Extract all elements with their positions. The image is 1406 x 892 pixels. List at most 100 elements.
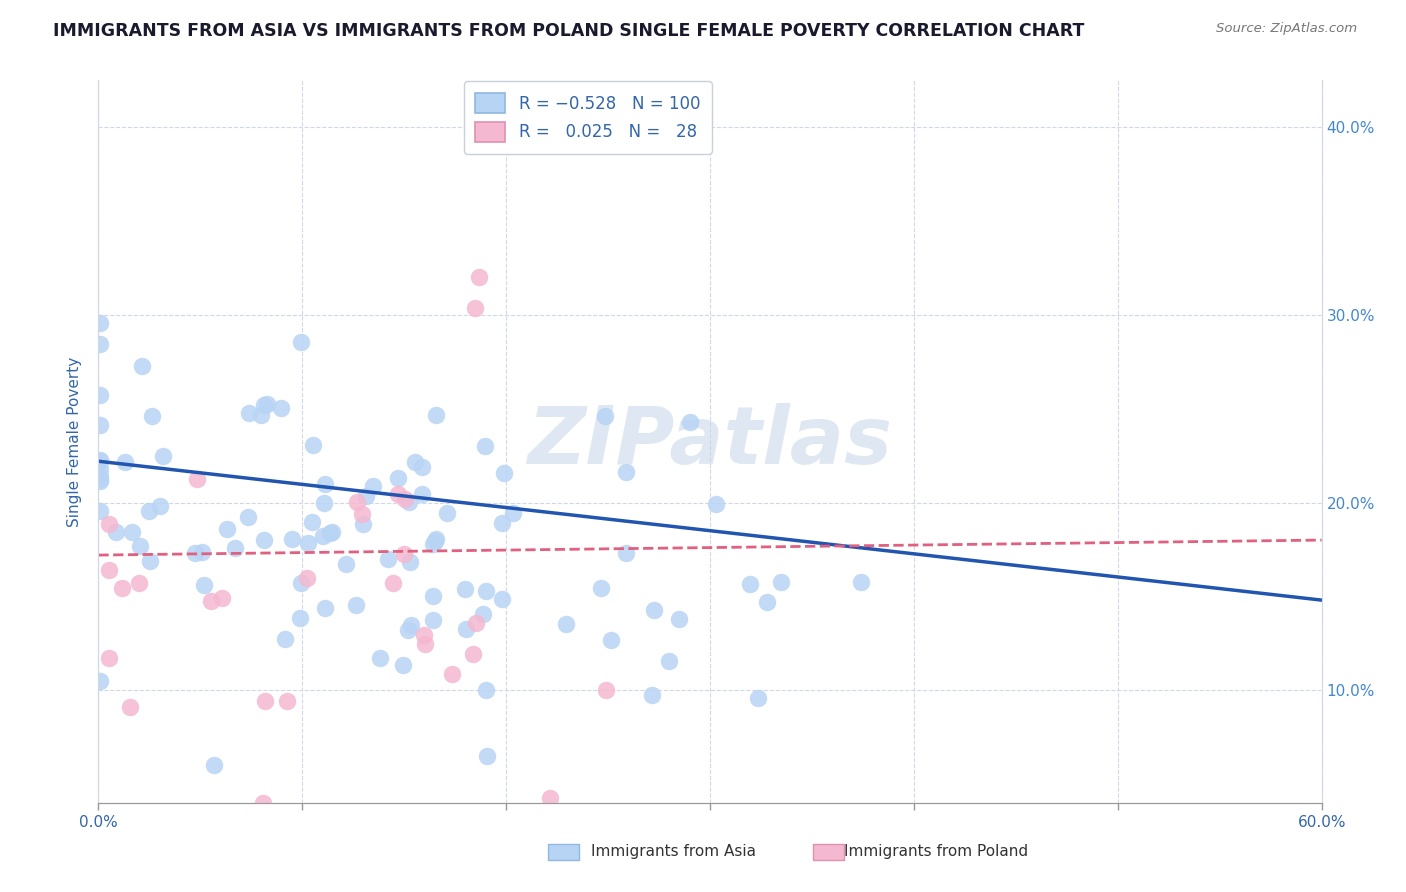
Point: [394, 491, 416, 506]
Point: [270, 401, 292, 415]
Point: [747, 691, 769, 706]
Point: [346, 494, 368, 508]
Point: [256, 397, 278, 411]
Point: [141, 409, 163, 424]
Point: [224, 541, 246, 555]
Point: [491, 516, 513, 531]
Point: [387, 487, 409, 501]
Point: [211, 591, 233, 606]
Point: [89, 418, 111, 433]
Point: [319, 526, 342, 541]
Point: [595, 683, 617, 698]
Point: [411, 487, 433, 501]
Point: [411, 459, 433, 474]
Text: Immigrants from Asia: Immigrants from Asia: [591, 845, 755, 859]
Point: [356, 489, 378, 503]
Point: [311, 529, 333, 543]
Point: [363, 479, 385, 493]
Point: [851, 575, 873, 590]
Point: [184, 546, 207, 560]
Point: [238, 406, 260, 420]
Point: [461, 648, 484, 662]
Point: [641, 688, 664, 702]
Point: [118, 699, 141, 714]
Point: [463, 301, 485, 315]
Point: [492, 466, 515, 480]
Point: [600, 632, 623, 647]
Point: [396, 624, 419, 638]
Text: Immigrants from Poland: Immigrants from Poland: [844, 845, 1028, 859]
Point: [186, 472, 208, 486]
Point: [288, 610, 311, 624]
Point: [425, 409, 447, 423]
Point: [554, 616, 576, 631]
Point: [704, 497, 727, 511]
Point: [321, 524, 343, 539]
Point: [401, 618, 423, 632]
Point: [97, 516, 120, 531]
Point: [89, 461, 111, 475]
Point: [467, 270, 489, 285]
Point: [436, 506, 458, 520]
Point: [297, 535, 319, 549]
Point: [217, 523, 239, 537]
Point: [252, 398, 274, 412]
Point: [474, 584, 496, 599]
Point: [280, 532, 302, 546]
Point: [423, 533, 446, 548]
Point: [616, 546, 638, 560]
Point: [121, 524, 143, 539]
Point: [111, 581, 134, 595]
Point: [89, 474, 111, 488]
Point: [668, 612, 690, 626]
Point: [314, 495, 336, 509]
Legend: R = −0.528   N = 100, R =   0.025   N =   28: R = −0.528 N = 100, R = 0.025 N = 28: [464, 81, 711, 153]
Point: [614, 465, 637, 479]
Point: [413, 637, 436, 651]
Point: [190, 545, 212, 559]
Point: [502, 506, 524, 520]
Point: [471, 607, 494, 621]
Point: [404, 455, 426, 469]
Point: [139, 554, 162, 568]
Point: [89, 453, 111, 467]
Point: [314, 476, 336, 491]
Point: [344, 598, 367, 612]
Point: [413, 628, 436, 642]
Point: [591, 581, 613, 595]
Point: [491, 591, 513, 606]
Point: [538, 791, 561, 805]
Point: [131, 359, 153, 373]
Point: [273, 632, 295, 646]
Point: [89, 472, 111, 486]
Point: [441, 666, 464, 681]
Point: [129, 539, 152, 553]
Point: [738, 576, 761, 591]
Point: [387, 471, 409, 485]
Point: [370, 651, 392, 665]
Point: [276, 694, 298, 708]
Point: [422, 614, 444, 628]
Point: [422, 536, 444, 550]
Point: [152, 449, 174, 463]
Text: Source: ZipAtlas.com: Source: ZipAtlas.com: [1216, 22, 1357, 36]
Point: [643, 603, 665, 617]
Point: [253, 694, 276, 708]
Point: [391, 658, 413, 673]
Point: [377, 552, 399, 566]
Point: [394, 547, 416, 561]
Point: [89, 504, 111, 518]
Point: [290, 335, 312, 350]
Point: [290, 575, 312, 590]
Point: [302, 438, 325, 452]
Point: [238, 509, 260, 524]
Point: [193, 578, 215, 592]
Point: [89, 469, 111, 483]
Point: [352, 517, 374, 532]
Point: [474, 439, 496, 453]
Point: [97, 650, 120, 665]
Point: [89, 454, 111, 468]
Point: [398, 494, 420, 508]
Point: [89, 316, 111, 330]
Point: [138, 504, 160, 518]
